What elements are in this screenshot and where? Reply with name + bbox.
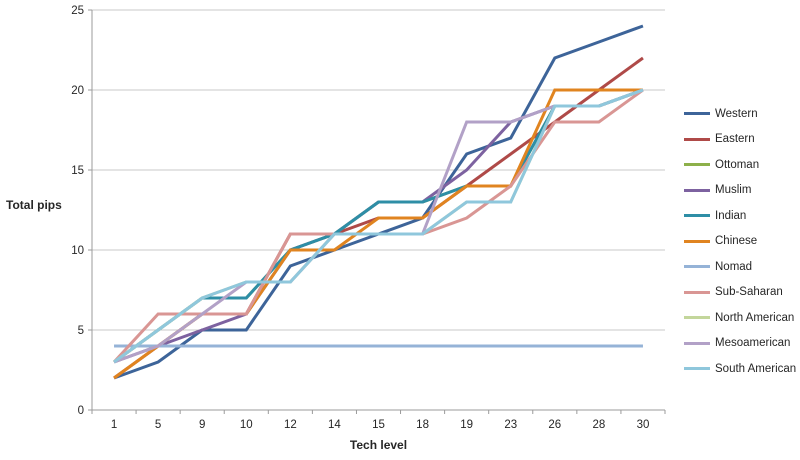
y-tick-label: 15 — [71, 165, 84, 177]
x-tick-label: 28 — [592, 419, 605, 431]
legend-swatch-icon — [684, 188, 710, 192]
chart-legend: Western Eastern Ottoman Muslim Indian Chinese… — [684, 101, 800, 382]
legend-swatch-icon — [684, 112, 710, 116]
legend-label: Indian — [715, 209, 747, 222]
x-tick-label: 14 — [328, 419, 341, 431]
legend-swatch-icon — [684, 290, 710, 294]
x-tick-label: 30 — [637, 419, 650, 431]
legend-item-western[interactable]: Western — [684, 101, 800, 127]
legend-label: Ottoman — [715, 158, 760, 171]
legend-item-sub-saharan[interactable]: Sub-Saharan — [684, 280, 800, 306]
x-tick-label: 10 — [240, 419, 253, 431]
legend-swatch-icon — [684, 316, 710, 320]
legend-swatch-icon — [684, 214, 710, 218]
legend-label: Nomad — [715, 260, 753, 273]
legend-label: Muslim — [715, 184, 752, 197]
x-tick-label: 9 — [199, 419, 205, 431]
x-tick-label: 18 — [416, 419, 429, 431]
legend-label: Eastern — [715, 133, 755, 146]
x-tick-label: 15 — [372, 419, 385, 431]
legend-item-nomad[interactable]: Nomad — [684, 254, 800, 280]
legend-item-indian[interactable]: Indian — [684, 203, 800, 229]
legend-swatch-icon — [684, 137, 710, 141]
x-tick-label: 19 — [460, 419, 473, 431]
legend-item-mesoamerican[interactable]: Mesoamerican — [684, 331, 800, 357]
series-line-mesoamerican — [113, 88, 644, 364]
x-tick-label: 23 — [504, 419, 517, 431]
legend-swatch-icon — [684, 367, 710, 371]
legend-label: South American — [715, 362, 797, 375]
legend-swatch-icon — [684, 163, 710, 167]
y-tick-label: 20 — [71, 85, 84, 97]
legend-label: Mesoamerican — [715, 337, 791, 350]
legend-item-north-american[interactable]: North American — [684, 305, 800, 331]
y-tick-label: 25 — [71, 5, 84, 17]
legend-item-chinese[interactable]: Chinese — [684, 229, 800, 255]
y-tick-label: 10 — [71, 245, 84, 257]
legend-item-ottoman[interactable]: Ottoman — [684, 152, 800, 178]
x-tick-label: 26 — [548, 419, 561, 431]
x-tick-label: 1 — [111, 419, 117, 431]
series-line-south-american — [113, 88, 644, 364]
x-tick-label: 5 — [155, 419, 161, 431]
legend-swatch-icon — [684, 341, 710, 345]
legend-label: Sub-Saharan — [715, 286, 783, 299]
legend-item-eastern[interactable]: Eastern — [684, 127, 800, 153]
legend-label: Chinese — [715, 235, 758, 248]
legend-swatch-icon — [684, 265, 710, 269]
x-axis-title: Tech level — [349, 438, 408, 452]
legend-item-south-american[interactable]: South American — [684, 356, 800, 382]
legend-label: North American — [715, 311, 795, 324]
y-tick-label: 5 — [78, 325, 84, 337]
x-tick-label: 12 — [284, 419, 297, 431]
y-axis-title: Total pips — [6, 198, 62, 212]
legend-swatch-icon — [684, 239, 710, 243]
y-tick-label: 0 — [78, 405, 84, 417]
legend-item-muslim[interactable]: Muslim — [684, 178, 800, 204]
legend-label: Western — [715, 107, 758, 120]
